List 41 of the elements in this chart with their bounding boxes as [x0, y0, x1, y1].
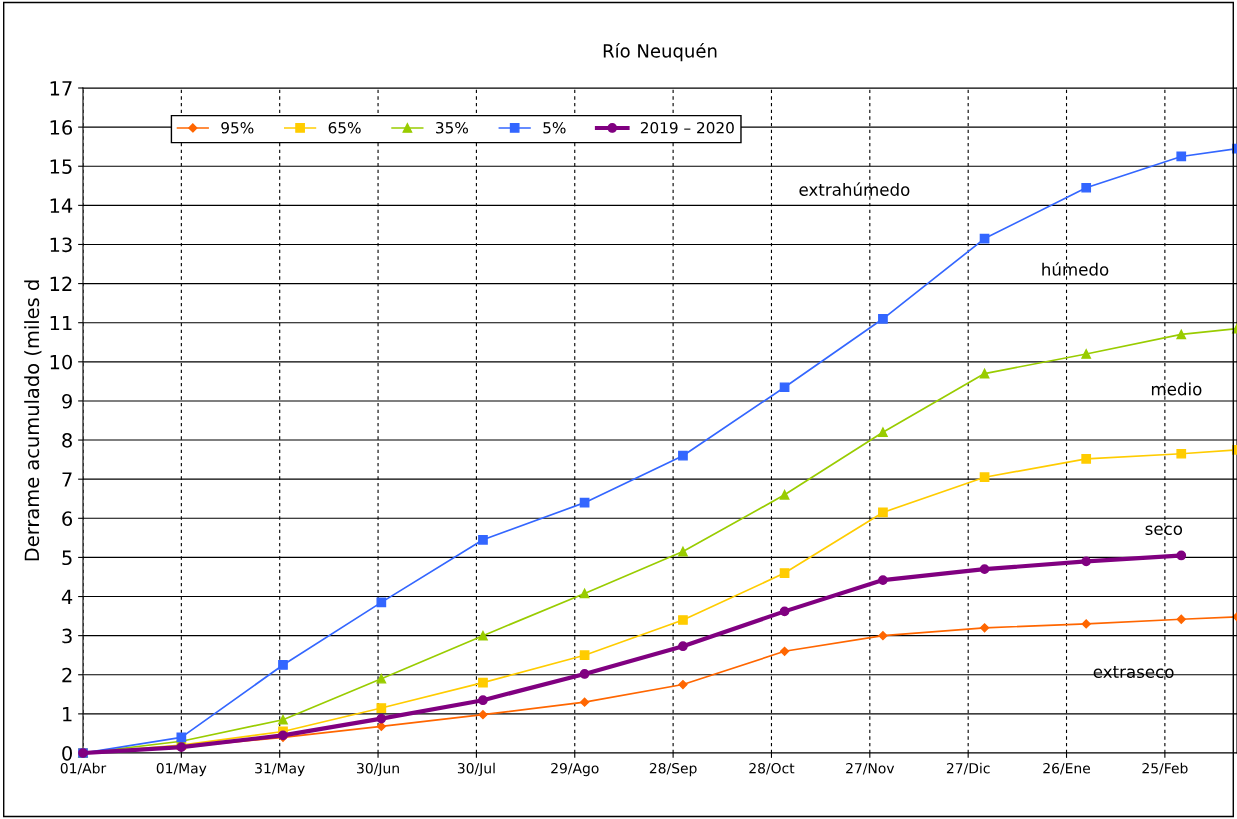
x-tick-label: 28/Oct [749, 762, 795, 775]
x-tick-label: 01/Abr [60, 762, 107, 775]
y-tick-label: 8 [62, 433, 72, 448]
y-tick-label: 12 [50, 276, 72, 291]
y-tick-label: 3 [62, 628, 72, 644]
y-tick-label: 13 [50, 237, 72, 253]
x-tick-label: 01/May [156, 762, 207, 777]
y-tick-label: 10 [50, 354, 72, 370]
y-tick-label: 17 [50, 81, 72, 96]
y-tick-label: 7 [62, 472, 72, 487]
legend-label: 35% [436, 121, 468, 134]
legend-label: 5% [543, 121, 566, 134]
legend-label: 95% [221, 121, 254, 134]
chart-title: Río Neuquén [603, 43, 717, 62]
y-tick-label: 5 [62, 550, 72, 566]
y-tick-label: 6 [62, 511, 73, 526]
x-tick-label: 26/Ene [1043, 762, 1091, 775]
legend-label: 2019 – 2020 [640, 121, 734, 134]
x-tick-label: 27/Dic [946, 762, 990, 775]
y-tick-label: 4 [61, 589, 73, 604]
y-axis-title: Derrame acumulado (miles d [24, 280, 42, 561]
annotation: seco [1145, 525, 1183, 536]
x-tick-label: 27/Nov [846, 762, 895, 775]
x-tick-label: 30/Jun [357, 762, 399, 777]
annotation: extrahúmedo [799, 182, 910, 196]
y-tick-label: 9 [62, 393, 72, 409]
y-tick-label: 14 [50, 198, 73, 213]
annotation: medio [1151, 382, 1202, 396]
y-tick-label: 0 [62, 745, 72, 761]
x-tick-label: 25/Feb [1142, 762, 1188, 775]
y-tick-label: 16 [50, 120, 73, 135]
x-tick-label: 31/May [255, 762, 305, 777]
annotation: húmedo [1042, 262, 1109, 276]
y-tick-label: 11 [50, 315, 72, 331]
x-tick-label: 29/Ago [551, 762, 599, 777]
x-tick-label: 28/Sep [649, 762, 697, 777]
y-tick-label: 15 [50, 159, 72, 174]
y-tick-label: 2 [62, 667, 72, 683]
x-tick-label: 30/Jul [457, 762, 495, 777]
y-tick-label: 1 [63, 707, 72, 722]
legend-label: 65% [328, 121, 361, 134]
